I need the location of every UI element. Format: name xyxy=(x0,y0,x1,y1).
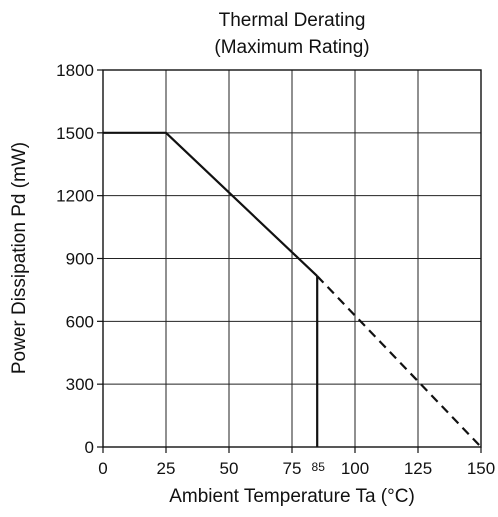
y-axis-title: Power Dissipation Pd (mW) xyxy=(9,142,30,374)
y-tick-label: 900 xyxy=(66,250,94,269)
derating-dashed-line xyxy=(316,275,482,448)
x-tick-label: 100 xyxy=(341,459,369,478)
chart-title: Thermal Derating xyxy=(219,10,366,31)
derating-solid-line xyxy=(103,131,318,277)
x-tick-label: 75 xyxy=(283,459,302,478)
series-layer xyxy=(103,131,482,448)
plot-frame xyxy=(102,69,482,448)
chart-subtitle: (Maximum Rating) xyxy=(214,37,369,58)
y-tick-label: 1500 xyxy=(56,124,94,143)
x-tick-label: 50 xyxy=(220,459,239,478)
x-tick-label: 125 xyxy=(404,459,432,478)
x-tick-label-85: 85 xyxy=(312,460,326,474)
y-tick-label: 0 xyxy=(85,438,94,457)
x-tick-label: 150 xyxy=(467,459,495,478)
x-tick-label: 25 xyxy=(157,459,176,478)
y-tick-label: 1800 xyxy=(56,61,94,80)
x-tick-label: 0 xyxy=(98,459,107,478)
grid-layer xyxy=(103,70,481,447)
y-tick-label: 600 xyxy=(66,312,94,331)
tick-label-layer: 0 25 50 75 100 125 150 85 0 300 600 900 1200 1500 1800 xyxy=(56,61,495,478)
y-tick-label: 300 xyxy=(66,375,94,394)
axis-layer xyxy=(97,69,482,453)
y-tick-label: 1200 xyxy=(56,187,94,206)
x-axis-title: Ambient Temperature Ta (°C) xyxy=(169,486,415,507)
